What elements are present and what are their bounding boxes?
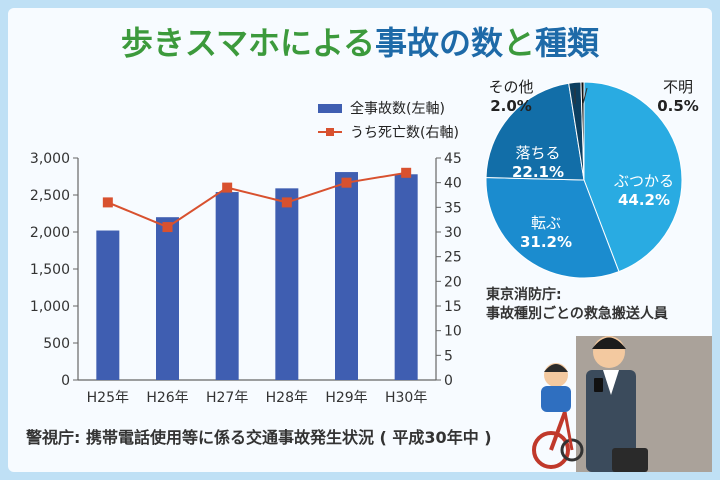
left-tick-label: 1,500 — [30, 262, 70, 278]
pie-slice-ぶつかる — [583, 81, 683, 273]
pie-label-落ちる: 落ちる — [515, 144, 560, 162]
right-tick-label: 35 — [444, 200, 462, 216]
chart-legend: 全事故数(左軸) うち死亡数(右軸) — [318, 96, 459, 144]
left-tick-label: 2,500 — [30, 188, 70, 204]
source-fire-line-2: 事故種別ごとの救急搬送人員 — [486, 306, 668, 322]
bar-total-H27年 — [215, 192, 239, 380]
deaths-point-H25年 — [102, 197, 113, 208]
source-note-police: 警視庁: 携帯電話使用等に係る交通事故発生状況 ( 平成30年中 ) — [26, 428, 492, 447]
source-note-fire-dept: 東京消防庁: 事故種別ごとの救急搬送人員 — [486, 286, 668, 324]
bar-total-H26年 — [156, 217, 179, 380]
legend-label-line: うち死亡数(右軸) — [350, 125, 459, 141]
legend-swatch-bar — [318, 103, 342, 113]
right-tick-label: 40 — [444, 176, 462, 192]
x-tick-label: H26年 — [146, 390, 188, 406]
pie-label-ぶつかる: ぶつかる — [614, 172, 674, 190]
right-tick-label: 0 — [444, 373, 453, 389]
pie-label-不明: 不明 — [663, 78, 693, 96]
x-tick-label: H28年 — [266, 390, 308, 406]
left-tick-label: 3,000 — [30, 151, 70, 167]
right-tick-label: 20 — [444, 274, 462, 290]
legend-swatch-line — [318, 128, 342, 136]
right-tick-label: 15 — [444, 299, 462, 315]
bar-total-H28年 — [275, 188, 299, 380]
right-tick-label: 5 — [444, 348, 453, 364]
right-tick-label: 25 — [444, 250, 462, 266]
pie-slice-不明 — [580, 81, 585, 181]
combo-chart: 0 500 1,000 1,500 2,000 2,500 3,000 0 5 10 15 20 25 3… — [30, 151, 462, 406]
briefcase-icon — [612, 448, 648, 472]
pie-slice-転ぶ — [485, 177, 620, 279]
pie-label-その他: その他 — [488, 78, 533, 96]
bar-total-H29年 — [335, 172, 358, 380]
deaths-series-line — [107, 171, 407, 229]
title-part-3: と — [503, 24, 536, 62]
pie-slice-落ちる — [485, 82, 585, 181]
right-tick-label: 45 — [444, 151, 462, 167]
bar-total-H25年 — [96, 230, 120, 380]
title-part-1: 歩きスマホによる — [120, 24, 376, 62]
pie-value-不明: 0.5% — [657, 97, 699, 115]
legend-item-bars: 全事故数(左軸) — [318, 96, 459, 120]
x-tick-label: H30年 — [385, 390, 427, 406]
bar-total-H30年 — [394, 174, 418, 380]
left-tick-label: 1,000 — [30, 299, 70, 315]
deaths-point-H27年 — [222, 182, 233, 193]
left-tick-label: 2,000 — [30, 225, 70, 241]
left-tick-label: 500 — [43, 336, 70, 352]
title-part-4: 種類 — [535, 24, 600, 62]
x-tick-label: H29年 — [325, 390, 367, 406]
deaths-point-H29年 — [341, 177, 352, 188]
pie-label-転ぶ: 転ぶ — [531, 214, 561, 232]
smartphone-icon — [594, 378, 603, 392]
right-tick-label: 30 — [444, 225, 462, 241]
legend-label-bars: 全事故数(左軸) — [350, 101, 445, 117]
left-tick-label: 0 — [61, 373, 70, 389]
bicycle-child-icon — [532, 363, 584, 469]
deaths-point-H30年 — [401, 167, 412, 178]
right-tick-label: 10 — [444, 324, 462, 340]
page-title: 歩きスマホによる事故の数と種類 — [0, 18, 720, 64]
legend-item-line: うち死亡数(右軸) — [318, 120, 459, 144]
pie-value-落ちる: 22.1% — [512, 163, 564, 181]
deaths-point-H28年 — [281, 197, 292, 208]
pie-value-その他: 2.0% — [490, 97, 532, 115]
pie-leader-unknown — [582, 87, 588, 105]
x-tick-label: H27年 — [206, 390, 248, 406]
source-fire-line-1: 東京消防庁: — [486, 287, 562, 303]
pie-value-ぶつかる: 44.2% — [618, 191, 670, 209]
x-tick-label: H25年 — [87, 390, 129, 406]
title-part-2: 事故の数 — [375, 24, 504, 62]
deaths-point-H26年 — [162, 222, 173, 233]
walking-smartphone-illustration — [532, 336, 712, 472]
pie-value-転ぶ: 31.2% — [520, 233, 572, 251]
businessman-icon — [586, 336, 648, 472]
